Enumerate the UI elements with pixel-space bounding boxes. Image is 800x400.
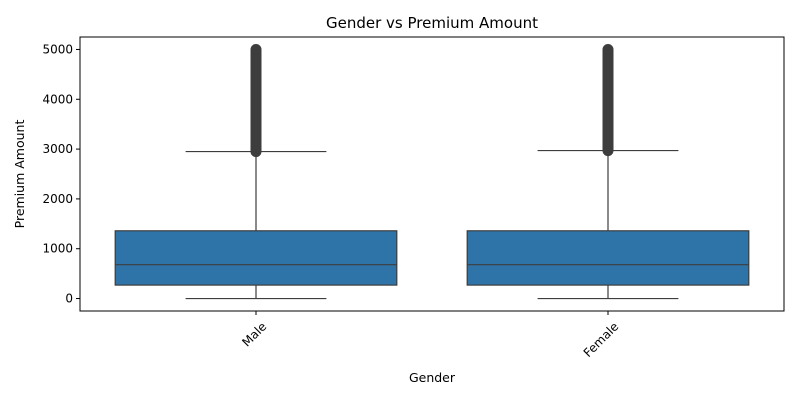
x-axis: Male Female [239, 311, 621, 360]
x-tick-label-female: Female [581, 319, 622, 360]
box-group-female [466, 43, 750, 300]
box-group-male [114, 43, 398, 300]
y-tick-label: 1000 [42, 242, 73, 256]
axes-frame [79, 36, 785, 312]
y-tick-label: 2000 [42, 192, 73, 206]
y-axis: 0 1000 2000 3000 4000 5000 [42, 42, 80, 306]
y-tick-label: 0 [65, 292, 73, 306]
y-tick-label: 5000 [42, 42, 73, 56]
y-axis-label: Premium Amount [12, 120, 27, 229]
box-iqr [466, 230, 750, 286]
y-tick-label: 4000 [42, 92, 73, 106]
y-tick-label: 3000 [42, 142, 73, 156]
plot-area [114, 43, 750, 300]
chart-title: Gender vs Premium Amount [326, 14, 538, 32]
x-axis-label: Gender [409, 370, 456, 385]
x-tick-label-male: Male [239, 319, 269, 349]
box-iqr [114, 230, 398, 286]
